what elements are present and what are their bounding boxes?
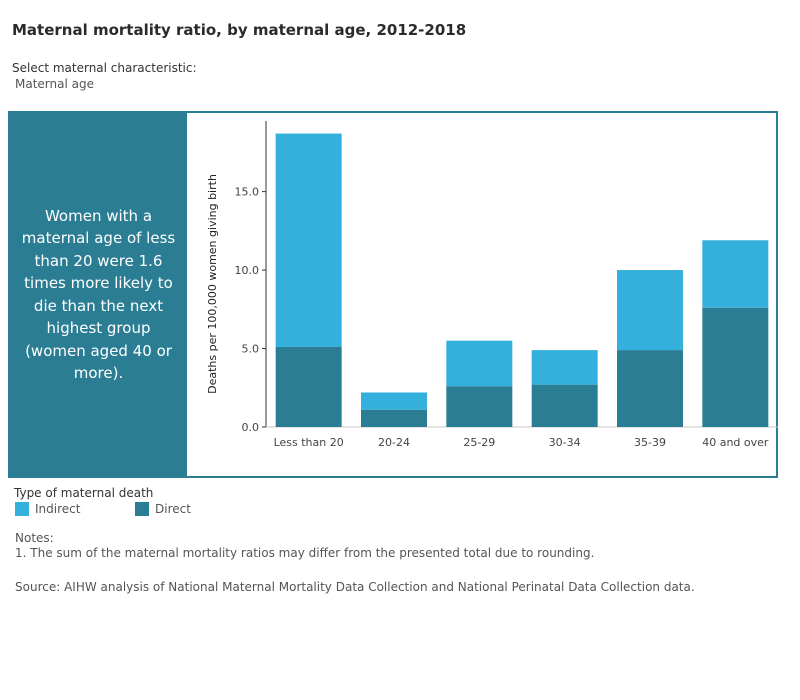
bar-indirect-4 [617, 270, 683, 351]
y-tick-label: 0.0 [242, 421, 260, 434]
legend-swatch-direct [135, 502, 149, 516]
bar-direct-2 [446, 386, 513, 427]
page-title: Maternal mortality ratio, by maternal ag… [12, 21, 467, 39]
x-tick-label: Less than 20 [274, 436, 344, 449]
bar-indirect-3 [531, 350, 598, 385]
x-tick-label: 20-24 [378, 436, 410, 449]
legend-label-direct: Direct [155, 502, 191, 516]
legend-item-direct[interactable]: Direct [135, 502, 191, 516]
legend-label-indirect: Indirect [35, 502, 81, 516]
x-tick-label: 35-39 [634, 436, 666, 449]
bar-direct-0 [275, 346, 342, 427]
y-tick-label: 5.0 [242, 343, 260, 356]
bar-direct-5 [702, 307, 769, 427]
notes-title: Notes: [15, 531, 54, 545]
filter-label: Select maternal characteristic: [12, 61, 197, 75]
bar-chart: 0.0 5.0 10.0 15.0 Deaths per 100,000 women g… [206, 121, 778, 449]
bar-direct-3 [531, 384, 598, 427]
callout-box: Women with a maternal age of less than 2… [10, 113, 187, 476]
y-axis-title: Deaths per 100,000 women giving birth [206, 174, 219, 394]
note-item: 1. The sum of the maternal mortality rat… [15, 546, 595, 560]
x-tick-label: 30-34 [549, 436, 581, 449]
bar-indirect-2 [446, 340, 513, 387]
legend-swatch-indirect [15, 502, 29, 516]
legend-item-indirect[interactable]: Indirect [15, 502, 80, 516]
bar-direct-1 [361, 409, 427, 427]
filter-select[interactable]: Maternal age [15, 77, 94, 91]
bar-indirect-1 [361, 392, 427, 410]
bar-indirect-0 [275, 133, 342, 347]
chart-panel: Women with a maternal age of less than 2… [8, 111, 778, 478]
callout-text: Women with a maternal age of less than 2… [21, 206, 176, 383]
source-note: Source: AIHW analysis of National Matern… [15, 580, 695, 594]
legend-title: Type of maternal death [14, 486, 154, 500]
x-tick-label: 40 and over [702, 436, 769, 449]
x-tick-label: 25-29 [463, 436, 495, 449]
bar-direct-4 [617, 350, 683, 427]
y-tick-label: 10.0 [235, 264, 260, 277]
bar-indirect-5 [702, 240, 769, 308]
y-tick-label: 15.0 [235, 186, 260, 199]
